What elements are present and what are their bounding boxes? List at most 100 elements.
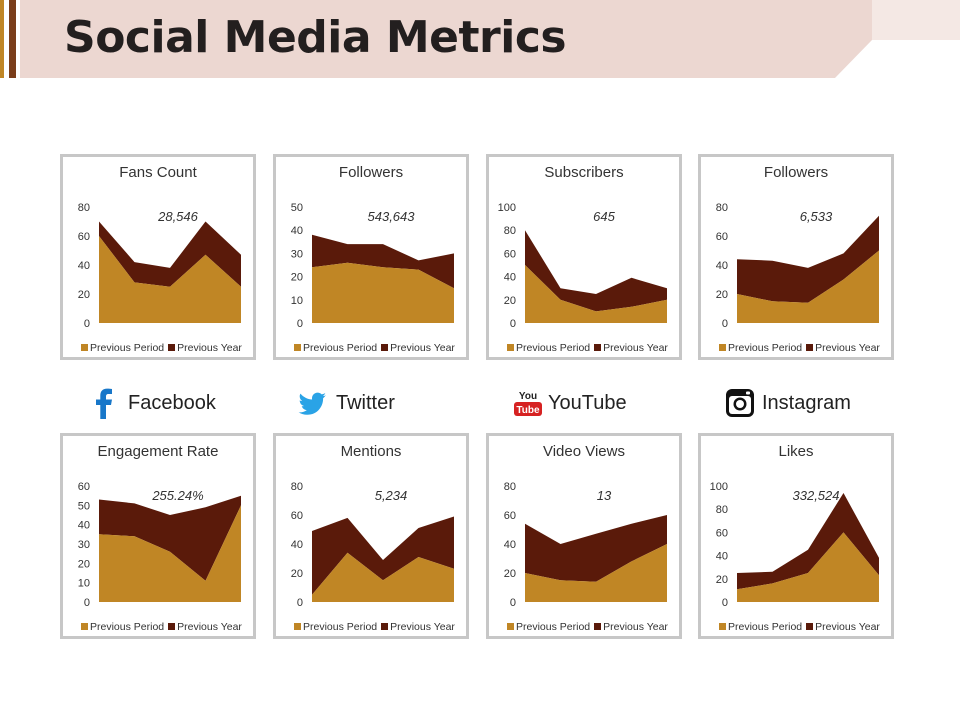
y-tick-label: 20 (716, 289, 728, 301)
chart-title: Mentions (340, 443, 402, 460)
chart-card: Likes 0 20 40 60 80 100 332,524 Previous Period P… (698, 433, 894, 639)
youtube-icon-text-bottom: Tube (516, 405, 540, 416)
legend-label: Previous Year (177, 621, 242, 633)
platform-youtube: You Tube YouTube (512, 385, 627, 421)
y-tick-label: 20 (291, 272, 303, 284)
series-previous-year-area (99, 221, 241, 287)
legend-swatch (806, 623, 814, 630)
y-tick-label: 60 (78, 231, 90, 243)
series-previous-year-area (312, 234, 454, 289)
series-previous-year-area (312, 516, 454, 595)
chart-plot: 0 20 40 60 80 100 (498, 202, 667, 330)
chart-legend: Previous Period Previous Year (81, 621, 246, 633)
y-tick-label: 20 (78, 289, 90, 301)
legend-item-previous-year: Previous Year (168, 621, 242, 633)
chart-total-value: 13 (596, 488, 612, 503)
legend-swatch (806, 344, 814, 351)
chart-card: Subscribers 0 20 40 60 80 100 645 Previous Perio… (486, 154, 682, 360)
chart-legend: Previous Period Previous Year (294, 342, 459, 354)
legend-swatch (294, 344, 301, 351)
chart-legend: Previous Period Previous Year (81, 342, 246, 354)
platform-label-instagram: Instagram (762, 391, 851, 414)
y-tick-label: 60 (291, 510, 303, 522)
platform-label-youtube: YouTube (548, 391, 627, 414)
legend-swatch (719, 344, 726, 351)
series-previous-year-area (737, 215, 879, 303)
chart-card: Fans Count 0 20 40 60 80 28,546 Previous Period… (60, 154, 256, 360)
y-tick-label: 40 (504, 539, 516, 551)
header-band: Social Media Metrics (0, 0, 960, 80)
y-tick-label: 10 (78, 578, 90, 590)
header-band-shape (20, 0, 960, 78)
chart-plot: 0 20 40 60 80 (504, 481, 667, 609)
y-tick-label: 0 (510, 318, 516, 330)
legend-item-previous-period: Previous Period (81, 621, 164, 633)
chart-legend: Previous Period Previous Year (507, 342, 672, 354)
series-previous-year-area (525, 230, 667, 312)
legend-label: Previous Period (728, 621, 803, 633)
chart-legend: Previous Period Previous Year (719, 342, 884, 354)
chart-total-value: 5,234 (374, 488, 408, 503)
chart-card: Mentions 0 20 40 60 80 5,234 Previous Period Pre… (273, 433, 469, 639)
legend-item-previous-period: Previous Period (294, 342, 377, 354)
legend-swatch (381, 344, 389, 351)
y-tick-label: 40 (504, 272, 516, 284)
chart-plot: 0 20 40 60 80 (291, 481, 454, 609)
y-tick-label: 0 (510, 597, 516, 609)
legend-label: Previous Year (177, 342, 242, 354)
header-corner-shape (872, 0, 960, 40)
chart-card: Followers 0 20 40 60 80 6,533 Previous Period Pr… (698, 154, 894, 360)
instagram-icon (726, 389, 754, 417)
legend-item-previous-period: Previous Period (507, 342, 590, 354)
platform-twitter: Twitter (296, 385, 395, 421)
y-tick-label: 40 (716, 260, 728, 272)
legend-label: Previous Year (603, 621, 668, 633)
legend-swatch (381, 623, 389, 630)
y-tick-label: 0 (722, 597, 728, 609)
y-tick-label: 80 (716, 202, 728, 214)
legend-label: Previous Year (815, 342, 880, 354)
legend-swatch (594, 623, 602, 630)
chart-title: Likes (778, 443, 814, 460)
series-previous-year-area (525, 515, 667, 582)
legend-label: Previous Period (516, 621, 591, 633)
y-tick-label: 80 (78, 202, 90, 214)
chart-plot: 0 10 20 30 40 50 60 (78, 481, 241, 609)
y-tick-label: 0 (722, 318, 728, 330)
legend-swatch (168, 344, 176, 351)
chart-plot: 0 20 40 60 80 100 (710, 481, 879, 609)
y-tick-label: 60 (78, 481, 90, 493)
chart-title: Engagement Rate (97, 443, 219, 460)
legend-item-previous-period: Previous Period (719, 342, 802, 354)
legend-swatch (594, 344, 602, 351)
chart-plot: 0 20 40 60 80 (78, 202, 241, 330)
chart-legend: Previous Period Previous Year (294, 621, 459, 633)
y-tick-label: 40 (78, 260, 90, 272)
legend-item-previous-period: Previous Period (719, 621, 802, 633)
chart-total-value: 255.24% (152, 488, 204, 503)
page-title: Social Media Metrics (64, 12, 567, 63)
twitter-icon (298, 392, 326, 415)
y-tick-label: 40 (291, 225, 303, 237)
y-tick-label: 20 (78, 558, 90, 570)
y-tick-label: 80 (504, 481, 516, 493)
series-previous-period-area (99, 505, 241, 602)
chart-title: Subscribers (544, 164, 624, 181)
y-tick-label: 80 (716, 504, 728, 516)
legend-swatch (507, 344, 514, 351)
accent-bar (9, 0, 16, 78)
chart-total-value: 645 (593, 209, 615, 224)
y-tick-label: 60 (716, 527, 728, 539)
chart-title: Followers (763, 164, 829, 181)
youtube-icon: You Tube (514, 391, 542, 416)
legend-label: Previous Year (390, 621, 455, 633)
y-tick-label: 10 (291, 295, 303, 307)
chart-plot: 0 10 20 30 40 50 (291, 202, 454, 330)
legend-swatch (507, 623, 514, 630)
legend-item-previous-year: Previous Year (806, 342, 880, 354)
legend-item-previous-year: Previous Year (594, 621, 668, 633)
facebook-icon (96, 388, 112, 419)
y-tick-label: 50 (78, 500, 90, 512)
y-tick-label: 60 (504, 510, 516, 522)
y-tick-label: 50 (291, 202, 303, 214)
